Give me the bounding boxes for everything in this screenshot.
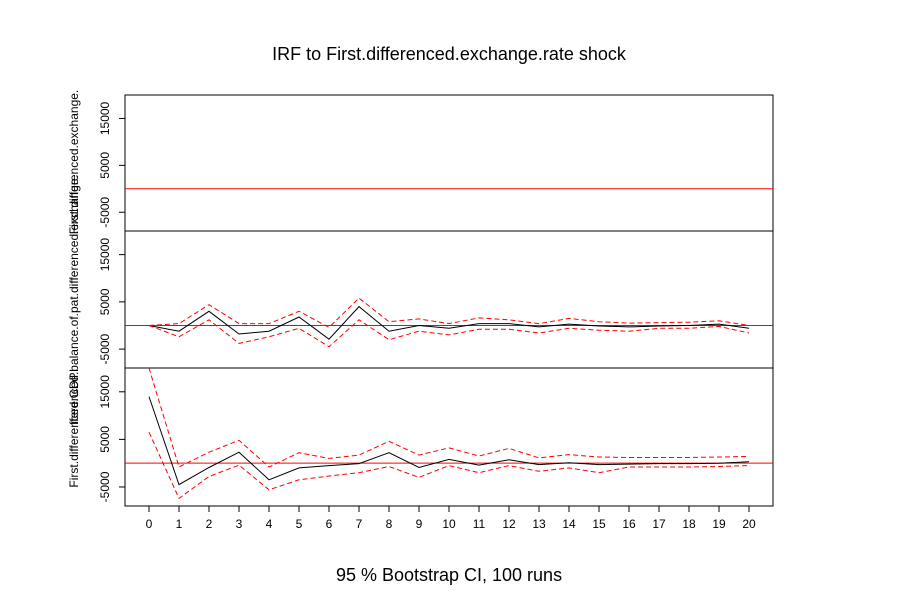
- x-tick-label: 8: [386, 517, 393, 531]
- x-tick-label: 1: [176, 517, 183, 531]
- panel-frame: [124, 94, 774, 232]
- panel-1-ylabel: First.differenced.exchange.: [67, 90, 81, 235]
- x-tick-label: 7: [356, 517, 363, 531]
- chart-title: IRF to First.differenced.exchange.rate s…: [272, 44, 627, 64]
- x-tick-label: 11: [473, 517, 486, 531]
- x-tick-label: 17: [652, 517, 666, 531]
- x-tick-label: 16: [622, 517, 636, 531]
- y-tick-label: 15000: [98, 238, 112, 272]
- ci-lower-line: [148, 319, 750, 348]
- x-tick-label: 4: [266, 517, 273, 531]
- irf-line: [148, 396, 750, 486]
- ci-upper-line: [148, 367, 750, 468]
- x-tick-label: 15: [592, 517, 606, 531]
- y-tick-label: 5000: [98, 288, 112, 315]
- x-tick-label: 6: [326, 517, 333, 531]
- ci-lower-line: [148, 431, 750, 500]
- x-tick-label: 0: [146, 517, 153, 531]
- x-tick-label: 19: [712, 517, 726, 531]
- panel-1: -5000 5000 15000: [98, 94, 774, 232]
- x-axis: 0 1 2 3 4 5 6 7 8 9 10 11 12 13 14 15 16 17 18 19 20: [146, 506, 756, 531]
- x-axis-label: 95 % Bootstrap CI, 100 runs: [336, 565, 562, 585]
- x-tick-label: 14: [562, 517, 576, 531]
- x-tick-label: 10: [442, 517, 456, 531]
- y-axis-labels: First.differenced.exchange.fferenced.bal…: [67, 90, 81, 488]
- panel-3-ylabel: First.differenced.GDP: [67, 372, 81, 487]
- x-tick-label: 18: [682, 517, 696, 531]
- panel-frame: [124, 230, 774, 369]
- y-tick-label: 5000: [98, 426, 112, 453]
- y-tick-label: 15000: [98, 375, 112, 409]
- panel-2-ylabel: fferenced.balance.of.pat.differenced.exc…: [67, 175, 81, 425]
- y-tick-label: -5000: [98, 197, 112, 228]
- y-tick-label: -5000: [98, 333, 112, 364]
- y-tick-label: -5000: [98, 471, 112, 502]
- irf-line: [148, 305, 750, 340]
- x-tick-label: 5: [296, 517, 303, 531]
- x-tick-label: 20: [742, 517, 756, 531]
- panel-frame: [124, 367, 774, 507]
- x-tick-label: 12: [502, 517, 516, 531]
- panel-2: -5000 5000 15000: [98, 230, 774, 369]
- y-tick-label: 15000: [98, 101, 112, 135]
- x-tick-label: 9: [416, 517, 423, 531]
- x-tick-label: 2: [206, 517, 213, 531]
- x-tick-label: 13: [532, 517, 546, 531]
- panel-3: -5000 5000 15000: [98, 367, 774, 507]
- y-tick-label: 5000: [98, 152, 112, 179]
- ci-upper-line: [148, 297, 750, 329]
- panels: -5000 5000 15000 -5000 5000 15000 -5000 5000 150…: [98, 94, 774, 507]
- x-tick-label: 3: [236, 517, 243, 531]
